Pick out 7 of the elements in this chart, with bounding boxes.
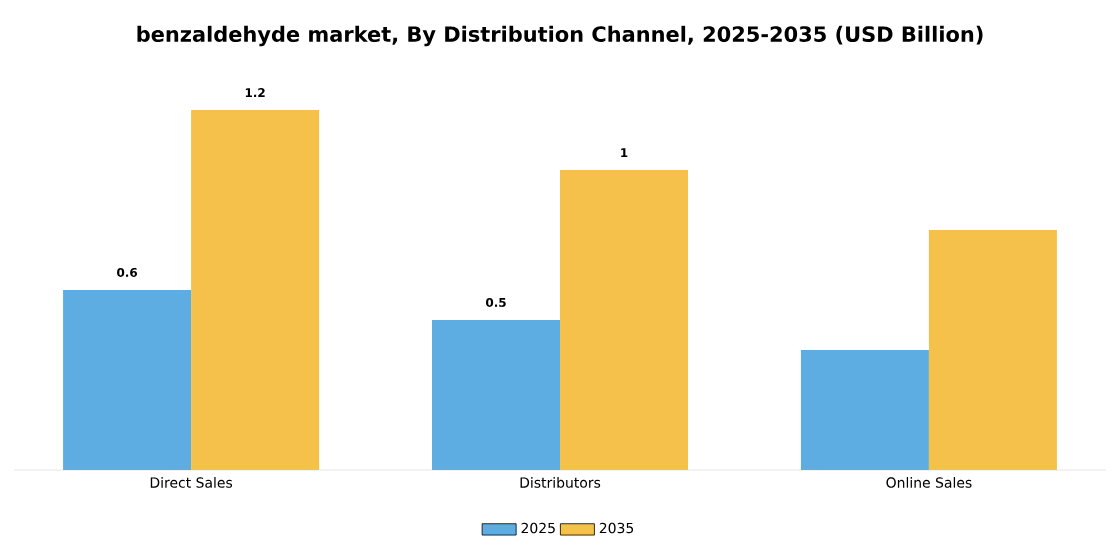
- bar: [560, 170, 689, 470]
- bar: [800, 350, 929, 470]
- bar: [63, 290, 192, 470]
- bar: [191, 110, 320, 470]
- bar: [928, 230, 1057, 470]
- chart-title: benzaldehyde market, By Distribution Channel, 2025-2035 (USD Billion): [137, 25, 983, 47]
- bar: [432, 320, 561, 470]
